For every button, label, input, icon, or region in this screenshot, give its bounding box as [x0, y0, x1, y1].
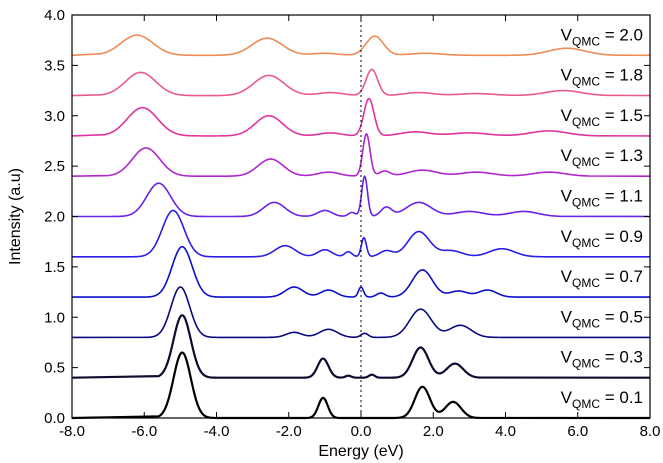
y-tick-label: 2.0: [44, 209, 65, 226]
series-label: VQMC = 0.3: [561, 348, 643, 371]
series-line: [71, 133, 651, 177]
x-tick-label: 6.0: [567, 423, 588, 440]
series-line: [71, 97, 651, 137]
series-line: [71, 34, 651, 57]
series-label: VQMC = 1.3: [561, 146, 643, 169]
y-tick-label: 4.0: [44, 7, 65, 24]
series-label: VQMC = 1.8: [561, 66, 643, 89]
y-tick-label: 0.5: [44, 360, 65, 377]
x-tick-label: -2.0: [276, 423, 302, 440]
x-tick-label: 2.0: [423, 423, 444, 440]
series-line: [72, 245, 651, 298]
x-axis-title: Energy (eV): [318, 443, 403, 460]
series-layer: [71, 34, 651, 420]
y-tick-label: 3.0: [44, 108, 65, 125]
series-label: VQMC = 0.1: [561, 388, 643, 411]
series-line: [71, 314, 651, 379]
y-tick-label: 2.5: [44, 158, 65, 175]
tick-layer: -8.0 -6.0 -4.0 -2.0 0.0 2.0 4.0 6.0 8.0 0.0 0.5 1.0…: [44, 7, 660, 440]
series-line: [71, 209, 651, 258]
series-label: VQMC = 2.0: [561, 25, 643, 48]
series-line: [71, 286, 651, 339]
y-tick-label: 0.0: [44, 410, 65, 427]
series-label: VQMC = 0.9: [561, 227, 643, 250]
series-label: VQMC = 1.1: [561, 187, 643, 210]
y-tick-label: 1.0: [44, 309, 65, 326]
series-label: VQMC = 0.5: [561, 307, 643, 330]
x-tick-label: 8.0: [640, 423, 661, 440]
y-axis-title: Intensity (a.u): [7, 168, 24, 265]
x-tick-label: 0.0: [351, 423, 372, 440]
x-tick-label: -4.0: [204, 423, 230, 440]
x-tick-label: -8.0: [59, 423, 85, 440]
series-label: VQMC = 1.5: [561, 106, 643, 129]
series-label: VQMC = 0.7: [561, 267, 643, 290]
series-line: [71, 68, 651, 97]
series-line: [71, 175, 651, 218]
series-labels: VQMC = 0.1 VQMC = 0.3 VQMC = 0.5 VQMC = 0.7…: [561, 25, 643, 411]
y-tick-label: 3.5: [44, 57, 65, 74]
x-tick-label: -6.0: [131, 423, 157, 440]
y-tick-label: 1.5: [44, 259, 65, 276]
x-tick-label: 4.0: [495, 423, 516, 440]
